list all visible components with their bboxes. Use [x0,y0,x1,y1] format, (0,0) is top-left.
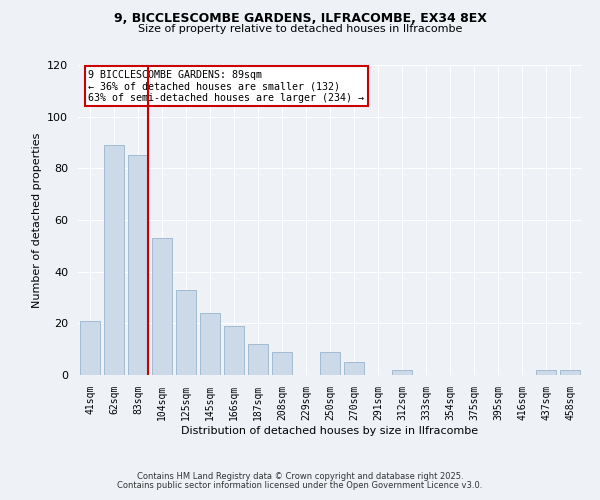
Y-axis label: Number of detached properties: Number of detached properties [32,132,41,308]
X-axis label: Distribution of detached houses by size in Ilfracombe: Distribution of detached houses by size … [181,426,479,436]
Text: 9, BICCLESCOMBE GARDENS, ILFRACOMBE, EX34 8EX: 9, BICCLESCOMBE GARDENS, ILFRACOMBE, EX3… [113,12,487,26]
Bar [176,290,196,375]
Text: Size of property relative to detached houses in Ilfracombe: Size of property relative to detached ho… [138,24,462,34]
Bar [152,238,172,375]
Bar [128,156,148,375]
Bar [344,362,364,375]
Bar [80,321,100,375]
Text: Contains public sector information licensed under the Open Government Licence v3: Contains public sector information licen… [118,481,482,490]
Bar [272,352,292,375]
Bar [224,326,244,375]
Text: 9 BICCLESCOMBE GARDENS: 89sqm
← 36% of detached houses are smaller (132)
63% of : 9 BICCLESCOMBE GARDENS: 89sqm ← 36% of d… [88,70,364,103]
Bar [200,313,220,375]
Bar [248,344,268,375]
Text: Contains HM Land Registry data © Crown copyright and database right 2025.: Contains HM Land Registry data © Crown c… [137,472,463,481]
Bar [104,145,124,375]
Bar [320,352,340,375]
Bar [392,370,412,375]
Bar [560,370,580,375]
Bar [536,370,556,375]
